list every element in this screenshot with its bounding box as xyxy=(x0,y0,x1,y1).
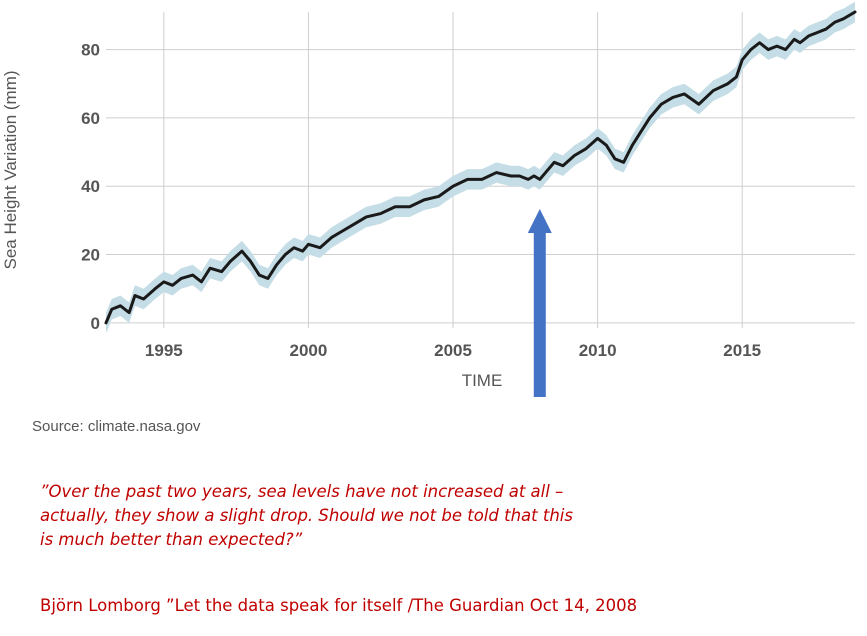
y-tick-label: 60 xyxy=(81,109,100,128)
uncertainty-band-layer xyxy=(106,1,855,334)
x-tick-label: 2000 xyxy=(290,341,328,360)
sea-level-chart: 0 20 40 60 80 1995 2000 2005 2010 2015 Sea Height… xyxy=(1,1,857,397)
x-tick-label: 2005 xyxy=(434,341,472,360)
sea-level-line xyxy=(104,10,857,325)
arrow-head xyxy=(527,209,552,233)
source-caption: Source: climate.nasa.gov xyxy=(32,418,201,435)
y-tick-label: 80 xyxy=(81,41,100,60)
x-axis-title: TIME xyxy=(462,371,503,390)
y-tick-label: 40 xyxy=(81,177,100,196)
x-tick-label: 2010 xyxy=(579,341,617,360)
arrow-shaft xyxy=(533,232,546,397)
data-line-layer xyxy=(104,10,857,325)
annotation-arrow xyxy=(527,209,552,397)
uncertainty-band xyxy=(106,1,855,334)
quote-attribution: Björn Lomborg ”Let the data speak for it… xyxy=(40,596,638,615)
x-tick-label: 1995 xyxy=(145,341,183,360)
y-tick-label: 0 xyxy=(91,314,100,333)
tick-labels: 0 20 40 60 80 1995 2000 2005 2010 2015 xyxy=(81,41,761,360)
quote-text: ”Over the past two years, sea levels hav… xyxy=(40,482,573,549)
y-axis-title: Sea Height Variation (mm) xyxy=(1,70,20,269)
y-tick-label: 20 xyxy=(81,246,100,265)
x-tick-label: 2015 xyxy=(723,341,761,360)
